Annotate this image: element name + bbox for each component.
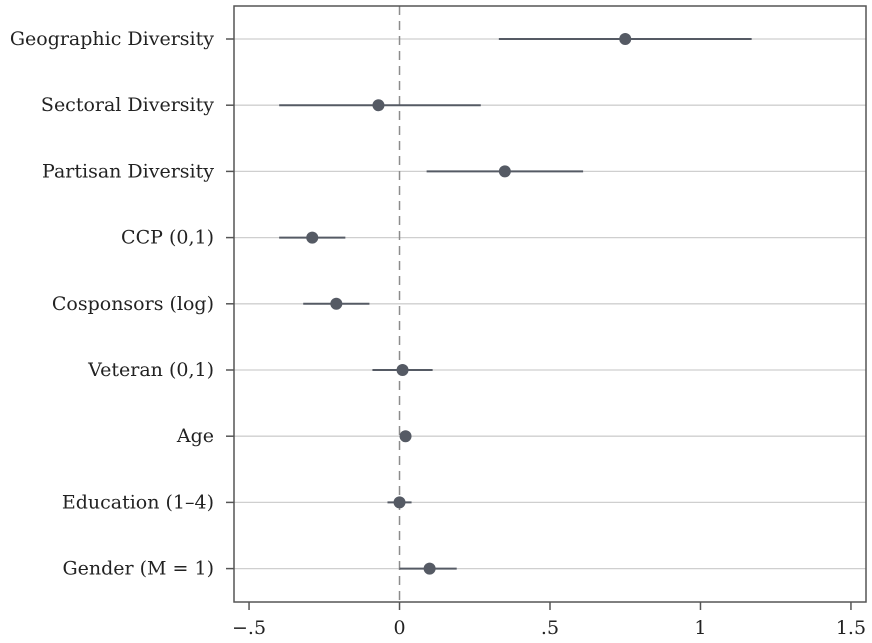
category-label: Gender (M = 1) (62, 558, 214, 580)
point-estimate (394, 496, 406, 508)
x-tick-label: −.5 (232, 617, 266, 639)
point-estimate (330, 298, 342, 310)
category-label: Veteran (0,1) (87, 359, 214, 381)
category-label: Geographic Diversity (10, 28, 214, 50)
category-label: Education (1–4) (62, 491, 214, 513)
category-label: Sectoral Diversity (41, 94, 214, 116)
category-label: Age (176, 425, 214, 447)
point-estimate (499, 165, 511, 177)
point-estimate (397, 364, 409, 376)
category-label: CCP (0,1) (121, 227, 214, 249)
x-tick-label: 0 (393, 617, 405, 639)
x-tick-label: .5 (541, 617, 559, 639)
category-label: Partisan Diversity (42, 160, 214, 182)
category-label: Cosponsors (log) (52, 293, 214, 315)
point-estimate (424, 563, 436, 575)
point-estimate (372, 99, 384, 111)
x-tick-label: 1.5 (836, 617, 866, 639)
point-estimate (400, 430, 412, 442)
point-estimate (306, 232, 318, 244)
point-estimate (619, 33, 631, 45)
x-tick-label: 1 (694, 617, 706, 639)
